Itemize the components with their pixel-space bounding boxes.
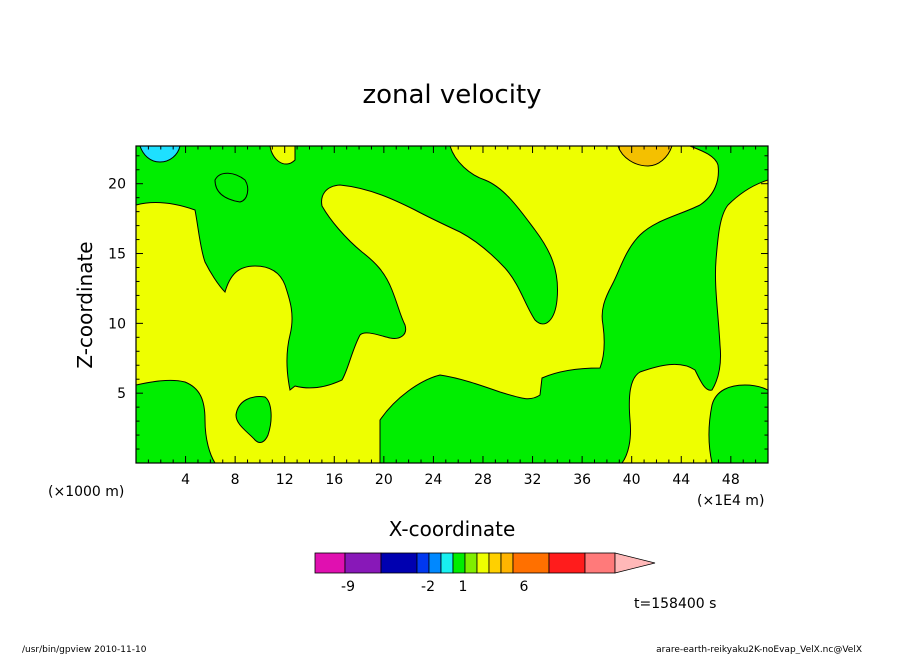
green-contour-island-top [214, 172, 249, 203]
colorbar-segment [428, 552, 442, 574]
y-tick-label: 15 [108, 247, 126, 263]
green-contour-region-right [379, 146, 768, 463]
colorbar-segment [344, 552, 382, 574]
colorbar-segment [500, 552, 514, 574]
x-tick-label: 36 [573, 472, 591, 488]
colorbar-segment [548, 552, 586, 574]
y-axis-label: Z-coordinate [73, 241, 97, 368]
x-tick-label: 12 [276, 472, 294, 488]
colorbar-label: 1 [459, 579, 468, 595]
x-tick-label: 40 [623, 472, 641, 488]
plot-frame [135, 145, 769, 464]
x-unit-left: (×1000 m) [48, 484, 124, 500]
colorbar-label: 6 [520, 579, 529, 595]
colorbar [314, 552, 656, 574]
x-tick-label: 4 [181, 472, 190, 488]
x-tick-label: 8 [231, 472, 240, 488]
x-axis-label: X-coordinate [389, 517, 516, 541]
green-contour-region-lower-left [136, 379, 216, 463]
colorbar-extension-arrow [614, 552, 656, 574]
time-annotation: t=158400 s [634, 596, 716, 612]
green-contour-region-lower-right [708, 384, 768, 463]
x-tick-label: 32 [524, 472, 542, 488]
colorbar-segment [314, 552, 346, 574]
footer-right: arare-earth-reikyaku2K-noEvap_VelX.nc@Ve… [656, 645, 862, 654]
cyan-contour-region [139, 146, 181, 163]
green-contour-region-main [136, 146, 559, 391]
colorbar-label: -2 [421, 579, 435, 595]
chart-title: zonal velocity [362, 80, 541, 110]
x-axis-ticks: 4 8 12 16 20 24 28 32 36 40 44 48 [147, 146, 769, 488]
x-tick-label: 20 [375, 472, 393, 488]
colorbar-segment [440, 552, 454, 574]
colorbar-segment [488, 552, 502, 574]
y-axis-ticks: 5 10 15 20 [108, 155, 768, 450]
x-tick-label: 16 [325, 472, 343, 488]
x-tick-label: 28 [474, 472, 492, 488]
x-unit-right: (×1E4 m) [697, 493, 764, 509]
x-tick-label: 44 [672, 472, 690, 488]
colorbar-segment [464, 552, 478, 574]
colorbar-labels: -9 -2 1 6 [341, 579, 529, 595]
y-tick-label: 10 [108, 316, 126, 332]
plot-area [136, 146, 768, 463]
green-contour-island-bottom [235, 396, 272, 443]
colorbar-label: -9 [341, 579, 355, 595]
y-tick-label: 5 [117, 386, 126, 402]
colorbar-segment [476, 552, 490, 574]
colorbar-segment [452, 552, 466, 574]
colorbar-segment [380, 552, 418, 574]
colorbar-segment [512, 552, 550, 574]
colorbar-segment [416, 552, 430, 574]
x-tick-label: 48 [722, 472, 740, 488]
colorbar-segment [584, 552, 616, 574]
x-tick-label: 24 [424, 472, 442, 488]
footer-left: /usr/bin/gpview 2010-11-10 [22, 645, 147, 654]
y-tick-label: 20 [108, 177, 126, 193]
